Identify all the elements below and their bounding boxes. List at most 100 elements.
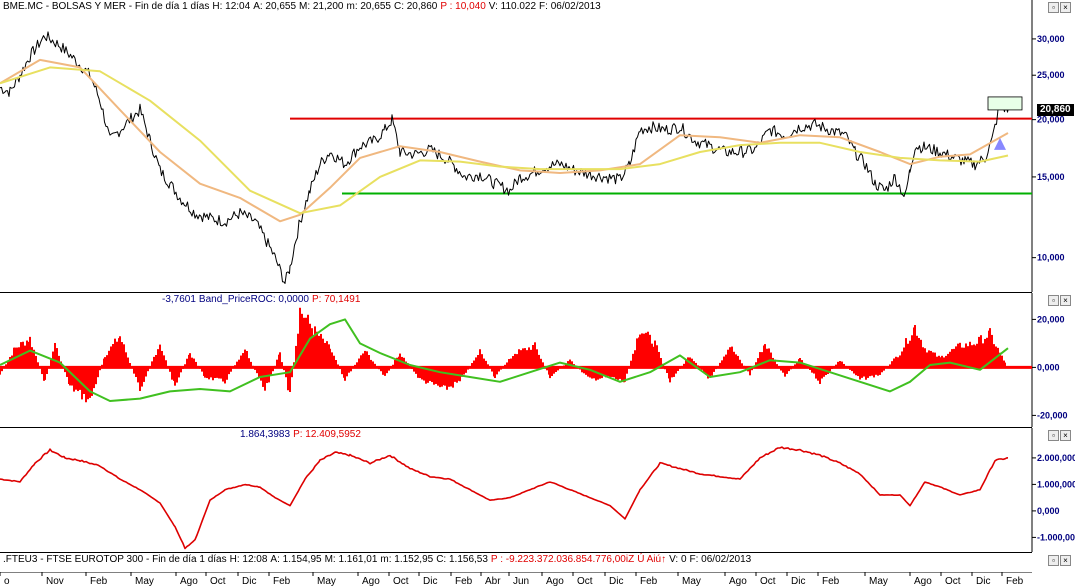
x-tick-label: Feb (1006, 576, 1024, 586)
x-tick-label: May (869, 576, 888, 586)
x-tick-label: Feb (640, 576, 658, 586)
header-field: m: 20,655 (346, 1, 391, 12)
x-tick-label: o (4, 576, 10, 586)
header-field: M: 1.161,01 (324, 554, 378, 565)
header-field: -3,7601 (162, 294, 196, 305)
y-tick-label: 0,000 (1037, 506, 1060, 516)
header-field: F: 06/02/2013 (539, 1, 601, 12)
price-header: BME.MC - BOLSAS Y MER - Fin de día 1 día… (3, 1, 604, 13)
y-tick-label: 2.000,000 (1037, 453, 1075, 463)
minimize-icon[interactable]: ▫ (1048, 295, 1059, 306)
roc-panel-controls: ▫ × (1048, 295, 1071, 306)
last-bar-box (987, 96, 1023, 111)
close-icon[interactable]: × (1060, 295, 1071, 306)
obv-header: 1.864,3983 P: 12.409,5952 (240, 429, 364, 441)
x-tick-label: Feb (90, 576, 108, 586)
x-tick-label: May (682, 576, 701, 586)
price-series-line (0, 31, 1009, 284)
y-tick-label: 1.000,000 (1037, 479, 1075, 489)
x-tick-label: Ago (914, 576, 932, 586)
x-tick-label: Dic (242, 576, 256, 586)
y-tick-label: 20,000 (1037, 115, 1065, 125)
last-price-badge: 20,860 (1037, 103, 1074, 116)
panel-divider (0, 552, 1032, 553)
y-tick-label: -20,000 (1037, 410, 1068, 420)
header-field: Band_PriceROC: 0,0000 (198, 294, 309, 305)
x-tick-label: Ago (546, 576, 564, 586)
x-tick-label: Oct (210, 576, 226, 586)
roc-header: -3,7601 Band_PriceROC: 0,0000 P: 70,1491 (162, 294, 363, 306)
header-field: A: 1.154,95 (270, 554, 322, 565)
x-tick-label: Ago (729, 576, 747, 586)
roc-panel: -3,7601 Band_PriceROC: 0,0000 P: 70,1491 ▫… (0, 293, 1075, 427)
header-field: BME.MC - BOLSAS Y MER - Fin de día 1 día… (3, 1, 210, 12)
footer-panel: .FTEU3 - FTSE EUROTOP 300 - Fin de día 1… (0, 553, 1075, 572)
obv-series-line (0, 446, 1009, 550)
header-field: P : -9.223.372.036.854.776,00iZ (490, 554, 635, 565)
close-icon[interactable]: × (1060, 555, 1071, 566)
ma_fast-series-line (0, 58, 1009, 223)
x-tick-label: Oct (945, 576, 961, 586)
x-tick-label: Dic (976, 576, 990, 586)
y-tick-label: 15,000 (1037, 172, 1065, 182)
minimize-icon[interactable]: ▫ (1048, 555, 1059, 566)
header-field: P: 70,1491 (312, 294, 361, 305)
x-tick-label: Feb (455, 576, 473, 586)
header-field: C: 20,860 (393, 1, 438, 12)
price-chart[interactable]: 10,000 15,000 20,000 25,000 30,000 (0, 0, 1075, 292)
y-tick-label: 10,000 (1037, 253, 1065, 263)
close-icon[interactable]: × (1060, 2, 1071, 13)
header-field: H: 12:04 (212, 1, 251, 12)
obv-panel: 1.864,3983 P: 12.409,5952 ▫ × 2.000,000 1.… (0, 428, 1075, 552)
buy-arrow-icon (994, 137, 1006, 150)
x-tick-label: Oct (760, 576, 776, 586)
header-field: M: 21,200 (299, 1, 344, 12)
header-field: V: 110.022 (488, 1, 537, 12)
y-tick-label: 25,000 (1037, 70, 1065, 80)
x-tick-label: Dic (791, 576, 805, 586)
header-field: .FTEU3 - FTSE EUROTOP 300 - Fin de día 1… (3, 554, 227, 565)
x-tick-label: Dic (423, 576, 437, 586)
header-field: F: 06/02/2013 (689, 554, 752, 565)
x-tick-label: Oct (577, 576, 593, 586)
x-axis: o Nov Feb May Ago Oct Dic Feb May Ago Oct Dic Feb Abr… (0, 572, 1032, 586)
x-tick-label: Nov (46, 576, 64, 586)
x-tick-label: Feb (273, 576, 291, 586)
x-tick-label: May (135, 576, 154, 586)
y-tick-label: 30,000 (1037, 34, 1065, 44)
header-field: C: 1.156,53 (436, 554, 488, 565)
x-tick-label: Feb (822, 576, 840, 586)
signal-series-line (0, 318, 1009, 402)
minimize-icon[interactable]: ▫ (1048, 430, 1059, 441)
header-field: A: 20,655 (253, 1, 296, 12)
x-tick-label: May (317, 576, 336, 586)
x-tick-label: Ago (362, 576, 380, 586)
obv-panel-controls: ▫ × (1048, 430, 1071, 441)
x-tick-label: Jun (513, 576, 529, 586)
minimize-icon[interactable]: ▫ (1048, 2, 1059, 13)
y-tick-label: 20,000 (1037, 314, 1065, 324)
header-field: m: 1.152,95 (380, 554, 434, 565)
y-tick-label: -1.000,000 (1037, 532, 1075, 542)
obv-chart[interactable]: 2.000,000 1.000,000 0,000 -1.000,000 (0, 428, 1075, 552)
y-tick-label: 0,000 (1037, 362, 1060, 372)
header-field: Ú Aiú↑ (637, 554, 667, 565)
ma_slow-series-line (0, 66, 1009, 215)
footer-header: .FTEU3 - FTSE EUROTOP 300 - Fin de día 1… (3, 554, 754, 566)
header-field: P: 12.409,5952 (293, 429, 361, 440)
roc-chart[interactable]: 20,000 0,000 -20,000 (0, 293, 1075, 427)
x-tick-label: Abr (485, 576, 501, 586)
footer-panel-controls: ▫ × (1048, 555, 1071, 566)
header-field: H: 12:08 (229, 554, 268, 565)
header-field: P : 10,040 (440, 1, 486, 12)
panel-divider (0, 427, 1032, 428)
close-icon[interactable]: × (1060, 430, 1071, 441)
price-panel: BME.MC - BOLSAS Y MER - Fin de día 1 día… (0, 0, 1075, 292)
panel-divider (0, 292, 1032, 293)
price-panel-controls: ▫ × (1048, 2, 1071, 13)
header-field: V: 0 (669, 554, 687, 565)
x-tick-label: Oct (393, 576, 409, 586)
x-tick-label: Dic (609, 576, 623, 586)
x-tick-label: Ago (180, 576, 198, 586)
header-field: 1.864,3983 (240, 429, 291, 440)
